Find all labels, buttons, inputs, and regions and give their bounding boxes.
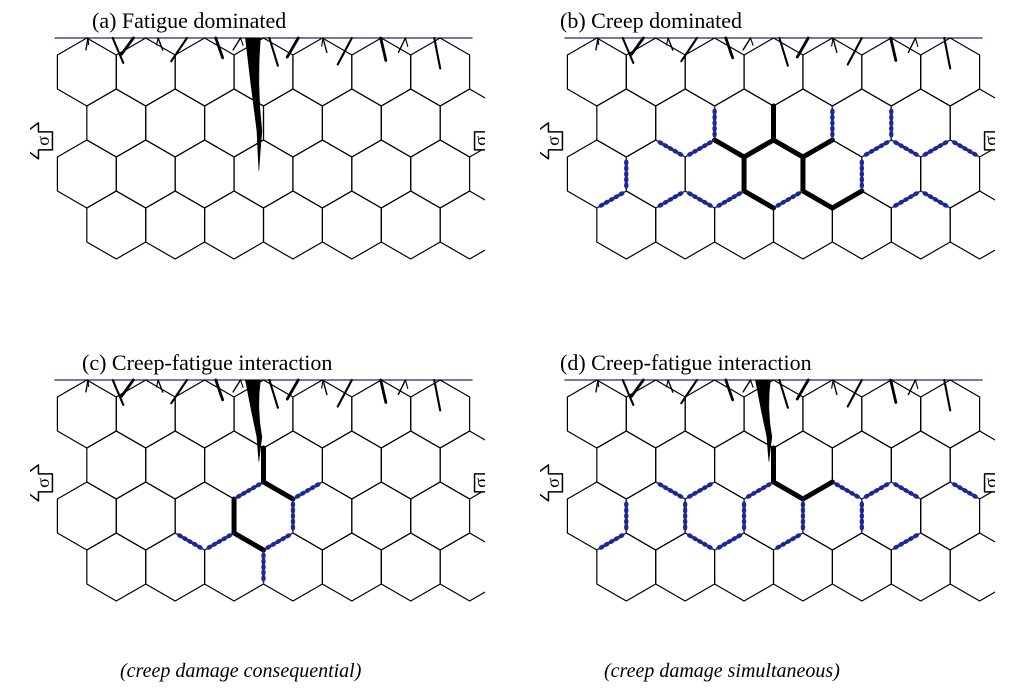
svg-text:σ: σ (543, 478, 563, 488)
svg-text:σ: σ (980, 136, 995, 146)
panel-b-title: (b) Creep dominated (560, 8, 742, 34)
panel-c-diagram: σσ (30, 376, 485, 654)
panel-a-diagram: σσ (30, 34, 485, 312)
panel-d-title: (d) Creep-fatigue interaction (560, 350, 812, 376)
svg-text:σ: σ (543, 136, 563, 146)
svg-text:σ: σ (33, 478, 53, 488)
panel-d-diagram: σσ (540, 376, 995, 654)
svg-text:σ: σ (980, 478, 995, 488)
panel-d-subtitle: (creep damage simultaneous) (604, 660, 840, 683)
panel-c-subtitle: (creep damage consequential) (120, 660, 361, 683)
panel-b-diagram: σσ (540, 34, 995, 312)
svg-text:σ: σ (33, 136, 53, 146)
panel-c-title: (c) Creep-fatigue interaction (82, 350, 332, 376)
svg-text:σ: σ (470, 136, 485, 146)
panel-a-title: (a) Fatigue dominated (92, 8, 286, 34)
svg-text:σ: σ (470, 478, 485, 488)
